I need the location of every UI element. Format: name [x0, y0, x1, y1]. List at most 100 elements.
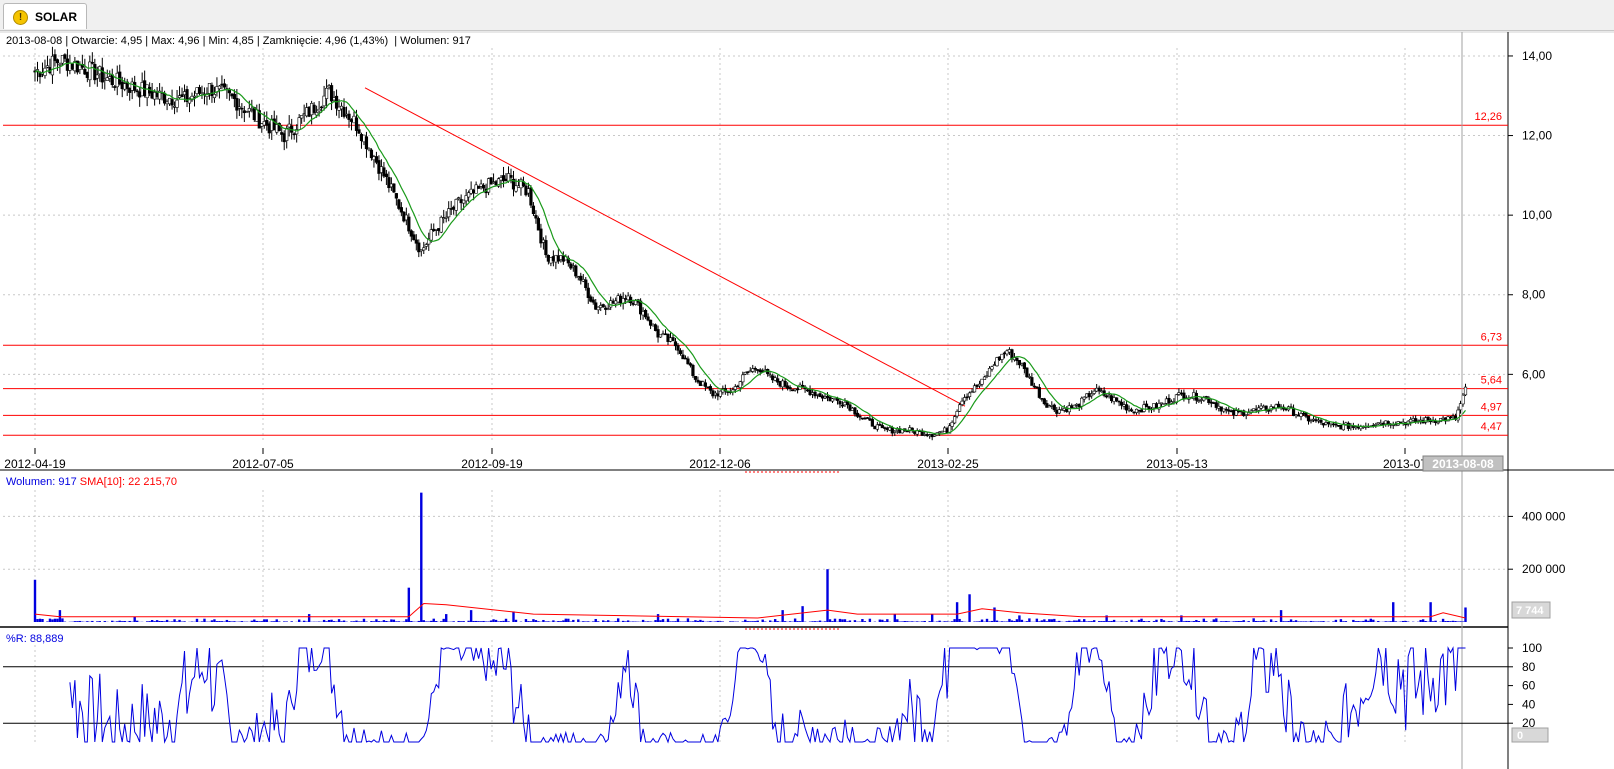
- volume-bar: [1092, 620, 1096, 622]
- volume-bar: [811, 621, 814, 622]
- candle-body: [940, 430, 944, 433]
- volume-bar: [985, 618, 989, 622]
- candle-body: [783, 380, 787, 387]
- volume-bar: [1225, 621, 1228, 622]
- candle-body: [950, 421, 954, 427]
- volume-bar: [1459, 621, 1462, 622]
- volume-bar: [641, 619, 645, 622]
- volume-bar: [1247, 621, 1250, 622]
- volume-bar: [392, 619, 396, 622]
- candle-body: [105, 77, 109, 81]
- volume-bar: [1299, 621, 1303, 622]
- candle-body: [948, 425, 952, 434]
- volume-bar: [756, 620, 759, 622]
- volume-bar: [507, 621, 510, 622]
- volume-bar: [661, 619, 665, 622]
- volume-bar: [1461, 621, 1465, 622]
- candle-body: [1072, 404, 1076, 408]
- candle-body: [1319, 419, 1323, 423]
- candle-body: [158, 90, 162, 100]
- volume-bar: [405, 619, 408, 622]
- volume-bar: [754, 621, 757, 622]
- candle-body: [738, 381, 742, 388]
- volume-bar: [826, 569, 829, 622]
- volume-bar: [1065, 621, 1068, 622]
- candle-body: [245, 111, 249, 113]
- volume-bar: [978, 621, 981, 622]
- volume-bar: [275, 619, 278, 622]
- volume-bar: [514, 619, 518, 622]
- volume-bar: [425, 621, 428, 622]
- candle-body: [424, 244, 428, 247]
- volume-bar: [813, 621, 817, 622]
- candle-body: [1022, 362, 1026, 370]
- volume-bar: [86, 621, 89, 622]
- volume-bar: [938, 620, 941, 622]
- volume-bar: [385, 620, 388, 622]
- candle-body: [319, 106, 324, 109]
- volume-bar: [1242, 620, 1245, 622]
- volume-bar: [781, 610, 784, 622]
- volume-bar: [1446, 620, 1450, 622]
- volume-bar: [1384, 621, 1387, 622]
- volume-bar: [1075, 620, 1078, 622]
- candle-body: [50, 55, 55, 76]
- volume-bar: [562, 620, 565, 622]
- candle-body: [342, 107, 346, 117]
- candle-body: [509, 175, 513, 178]
- volume-bar: [357, 621, 361, 622]
- candle-body: [753, 367, 757, 370]
- candle-body: [718, 390, 722, 397]
- volume-bar: [906, 621, 909, 622]
- volume-bar: [567, 618, 570, 622]
- wr-last-label: 0: [1517, 730, 1523, 742]
- volume-bar: [380, 621, 383, 622]
- x-tick-label: 2012-04-19: [4, 457, 66, 471]
- volume-bar: [76, 621, 79, 622]
- candle-body: [364, 136, 369, 150]
- volume-bar: [462, 621, 465, 622]
- volume-bar: [861, 619, 864, 622]
- candle-body: [135, 90, 139, 93]
- volume-bar: [1240, 621, 1243, 622]
- candle-body: [591, 299, 595, 303]
- volume-bar: [1262, 620, 1265, 622]
- volume-bar: [953, 619, 956, 622]
- volume-bar: [684, 621, 687, 622]
- candle-body: [1092, 390, 1096, 394]
- volume-bar: [375, 619, 378, 622]
- volume-bar: [1259, 621, 1263, 622]
- candle-body: [957, 404, 962, 412]
- volume-bar: [1454, 621, 1457, 622]
- volume-bar: [773, 619, 777, 622]
- volume-bar: [352, 621, 356, 622]
- candle-body: [1000, 353, 1004, 360]
- candle-body: [601, 304, 605, 308]
- volume-bar: [686, 618, 690, 622]
- volume-bar: [955, 602, 959, 622]
- volume-bar: [1359, 621, 1363, 622]
- volume-bar: [133, 616, 136, 622]
- volume-bar: [557, 621, 560, 622]
- volume-bar: [1441, 618, 1445, 622]
- candle-body: [322, 95, 326, 107]
- volume-bar: [1294, 620, 1298, 622]
- volume-bar: [61, 618, 64, 622]
- tab-solar[interactable]: ! SOLAR: [3, 3, 87, 29]
- volume-bar: [659, 620, 662, 622]
- volume-bar: [302, 620, 306, 622]
- candle-body: [180, 94, 184, 97]
- volume-bar: [626, 620, 630, 622]
- candle-body: [584, 279, 588, 289]
- volume-bar: [1015, 619, 1019, 622]
- candle-body: [875, 424, 879, 430]
- volume-bar: [128, 620, 131, 622]
- candle-body: [596, 306, 600, 311]
- cursor-date-label: 2013-08-08: [1432, 457, 1494, 471]
- candle-body: [1027, 376, 1031, 378]
- volume-bar: [1055, 621, 1058, 622]
- volume-bar: [721, 621, 725, 622]
- volume-bar: [1125, 621, 1128, 622]
- volume-bar: [524, 619, 528, 622]
